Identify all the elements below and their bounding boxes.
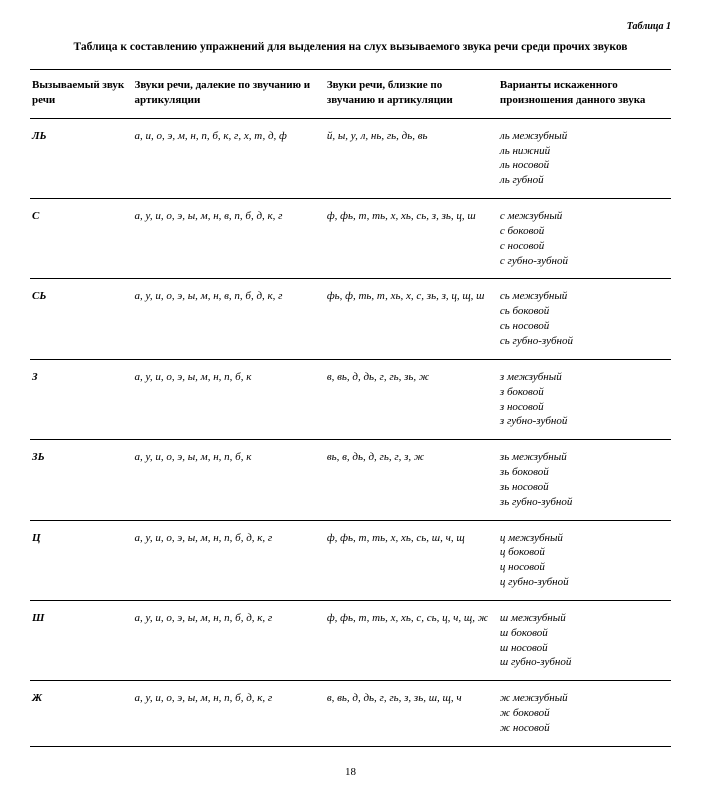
cell-near: ф, фь, т, ть, х, хь, сь, ш, ч, щ (325, 520, 498, 600)
cell-variants: с межзубныйс боковойс носовойс губно-зуб… (498, 199, 671, 279)
variant-line: ль носовой (500, 158, 665, 173)
cell-far: а, и, о, э, м, н, п, б, к, г, х, т, д, ф (133, 118, 325, 198)
variant-line: с губно-зубной (500, 254, 665, 269)
variant-line: ц носовой (500, 560, 665, 575)
cell-near: вь, в, дь, д, гь, г, з, ж (325, 440, 498, 520)
cell-variants: ж межзубныйж боковойж носовой (498, 681, 671, 747)
header-variants: Варианты искажен­ного произношения данно… (498, 70, 671, 119)
variant-line: с носовой (500, 239, 665, 254)
variant-line: ш губно-зубной (500, 655, 665, 670)
table-row: ЗЬа, у, и, о, э, ы, м, н, п, б, квь, в, … (30, 440, 671, 520)
sounds-table: Вызываемый звук речи Звуки речи, далекие… (30, 69, 671, 747)
header-row: Вызываемый звук речи Звуки речи, далекие… (30, 70, 671, 119)
variant-line: с боковой (500, 224, 665, 239)
table-row: Ша, у, и, о, э, ы, м, н, п, б, д, к, гф,… (30, 600, 671, 680)
table-row: СЬа, у, и, о, э, ы, м, н, в, п, б, д, к,… (30, 279, 671, 359)
header-far: Звуки речи, далекие по звучанию и артику… (133, 70, 325, 119)
cell-far: а, у, и, о, э, ы, м, н, в, п, б, д, к, г (133, 279, 325, 359)
cell-far: а, у, и, о, э, ы, м, н, п, б, д, к, г (133, 600, 325, 680)
cell-variants: зь межзубныйзь боковойзь носовойзь губно… (498, 440, 671, 520)
table-body: ЛЬа, и, о, э, м, н, п, б, к, г, х, т, д,… (30, 118, 671, 746)
cell-variants: ш межзубныйш боковойш носовойш губно-зуб… (498, 600, 671, 680)
variant-line: зь боковой (500, 465, 665, 480)
table-row: Жа, у, и, о, э, ы, м, н, п, б, д, к, гв,… (30, 681, 671, 747)
cell-near: й, ы, у, л, нь, гь, дь, вь (325, 118, 498, 198)
cell-sound: С (30, 199, 133, 279)
cell-sound: СЬ (30, 279, 133, 359)
cell-variants: сь межзубныйсь боковойсь носовойсь губно… (498, 279, 671, 359)
cell-far: а, у, и, о, э, ы, м, н, п, б, д, к, г (133, 681, 325, 747)
table-row: За, у, и, о, э, ы, м, н, п, б, кв, вь, д… (30, 359, 671, 439)
variant-line: ш боковой (500, 626, 665, 641)
variant-line: з губно-зубной (500, 414, 665, 429)
variant-line: ль межзубный (500, 129, 665, 144)
cell-near: в, вь, д, дь, г, гь, з, зь, ш, щ, ч (325, 681, 498, 747)
table-row: Ца, у, и, о, э, ы, м, н, п, б, д, к, гф,… (30, 520, 671, 600)
cell-sound: ЛЬ (30, 118, 133, 198)
variant-line: зь губно-зубной (500, 495, 665, 510)
variant-line: ш межзубный (500, 611, 665, 626)
variant-line: сь носовой (500, 319, 665, 334)
cell-sound: Ц (30, 520, 133, 600)
cell-far: а, у, и, о, э, ы, м, н, в, п, б, д, к, г (133, 199, 325, 279)
variant-line: с межзубный (500, 209, 665, 224)
variant-line: з межзубный (500, 370, 665, 385)
variant-line: ш носовой (500, 641, 665, 656)
cell-far: а, у, и, о, э, ы, м, н, п, б, к (133, 359, 325, 439)
variant-line: ц боковой (500, 545, 665, 560)
variant-line: ж межзубный (500, 691, 665, 706)
variant-line: з носовой (500, 400, 665, 415)
cell-near: в, вь, д, дь, г, гь, зь, ж (325, 359, 498, 439)
variant-line: ц межзубный (500, 531, 665, 546)
header-sound: Вызываемый звук речи (30, 70, 133, 119)
cell-variants: ль межзубныйль нижнийль носовойль губной (498, 118, 671, 198)
cell-far: а, у, и, о, э, ы, м, н, п, б, д, к, г (133, 520, 325, 600)
variant-line: зь носовой (500, 480, 665, 495)
header-near: Звуки речи, близкие по звучанию и артику… (325, 70, 498, 119)
table-label: Таблица 1 (30, 20, 671, 34)
table-row: Са, у, и, о, э, ы, м, н, в, п, б, д, к, … (30, 199, 671, 279)
variant-line: ц губно-зубной (500, 575, 665, 590)
cell-variants: ц межзубныйц боковойц носовойц губно-зуб… (498, 520, 671, 600)
variant-line: ж носовой (500, 721, 665, 736)
table-title: Таблица к составлению упражнений для выд… (30, 40, 671, 56)
cell-far: а, у, и, о, э, ы, м, н, п, б, к (133, 440, 325, 520)
cell-near: ф, фь, т, ть, х, хь, сь, з, зь, ц, ш (325, 199, 498, 279)
variant-line: сь губно-зубной (500, 334, 665, 349)
variant-line: зь межзубный (500, 450, 665, 465)
page-number: 18 (30, 765, 671, 780)
variant-line: сь межзубный (500, 289, 665, 304)
cell-sound: З (30, 359, 133, 439)
cell-near: ф, фь, т, ть, х, хь, с, сь, ц, ч, щ, ж (325, 600, 498, 680)
variant-line: з боковой (500, 385, 665, 400)
cell-sound: Ш (30, 600, 133, 680)
variant-line: ль губной (500, 173, 665, 188)
variant-line: сь боковой (500, 304, 665, 319)
variant-line: ж боковой (500, 706, 665, 721)
table-row: ЛЬа, и, о, э, м, н, п, б, к, г, х, т, д,… (30, 118, 671, 198)
cell-near: фь, ф, ть, т, хь, х, с, зь, з, ц, щ, ш (325, 279, 498, 359)
cell-sound: ЗЬ (30, 440, 133, 520)
variant-line: ль нижний (500, 144, 665, 159)
cell-variants: з межзубныйз боковойз носовойз губно-зуб… (498, 359, 671, 439)
cell-sound: Ж (30, 681, 133, 747)
